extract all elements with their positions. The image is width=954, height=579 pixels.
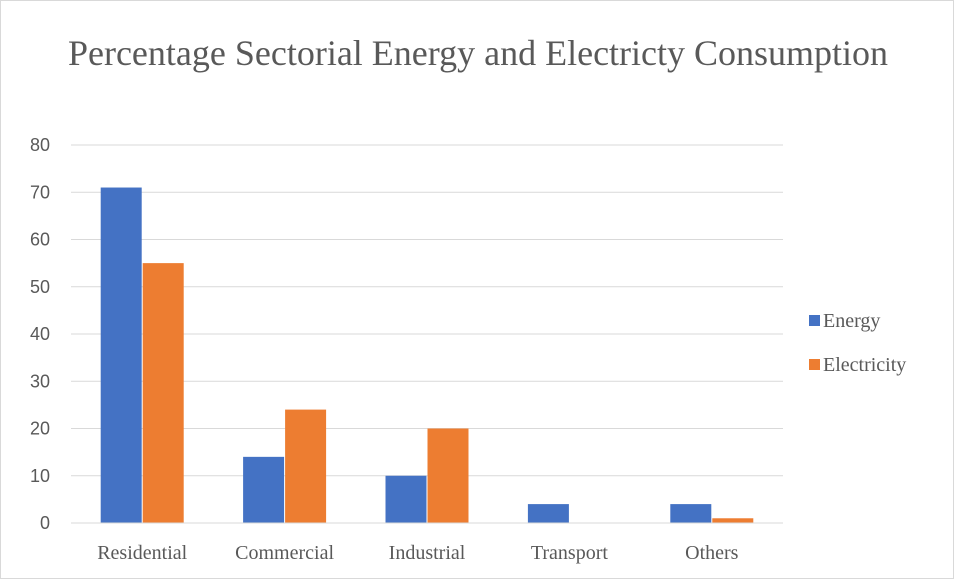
legend-label-electricity: Electricity xyxy=(823,354,906,376)
y-tick-label: 10 xyxy=(30,466,50,486)
gridlines xyxy=(71,144,783,477)
x-category-label: Commercial xyxy=(235,542,334,564)
y-tick-label: 80 xyxy=(30,135,50,155)
x-axis: Residential Commercial Industrial Transport… xyxy=(71,522,783,564)
x-category-label: Transport xyxy=(531,542,608,564)
x-category-label: Residential xyxy=(97,542,187,564)
x-category-label: Industrial xyxy=(389,542,466,564)
legend: Energy Electricity xyxy=(809,310,906,376)
bar-electricity-industrial xyxy=(427,428,469,523)
bar-energy-industrial xyxy=(385,475,427,523)
y-axis: 0 10 20 30 40 50 60 70 80 xyxy=(30,135,50,533)
legend-swatch-electricity xyxy=(809,359,820,370)
x-category-label: Others xyxy=(685,542,739,564)
legend-label-energy: Energy xyxy=(823,310,880,332)
bar-electricity-residential xyxy=(142,263,184,523)
y-tick-label: 20 xyxy=(30,419,50,439)
y-tick-label: 70 xyxy=(30,182,50,202)
y-tick-label: 30 xyxy=(30,371,50,391)
y-tick-label: 60 xyxy=(30,230,50,250)
bar-energy-others xyxy=(670,504,712,523)
y-tick-label: 50 xyxy=(30,277,50,297)
bar-electricity-commercial xyxy=(285,409,327,523)
bar-energy-commercial xyxy=(243,456,285,523)
legend-swatch-energy xyxy=(809,315,820,326)
bars xyxy=(100,187,754,523)
y-tick-label: 40 xyxy=(30,324,50,344)
bar-energy-transport xyxy=(527,504,569,523)
bar-energy-residential xyxy=(100,187,142,523)
bar-electricity-others xyxy=(712,518,754,523)
y-tick-label: 0 xyxy=(40,513,50,533)
chart-title: Percentage Sectorial Energy and Electric… xyxy=(67,33,889,73)
